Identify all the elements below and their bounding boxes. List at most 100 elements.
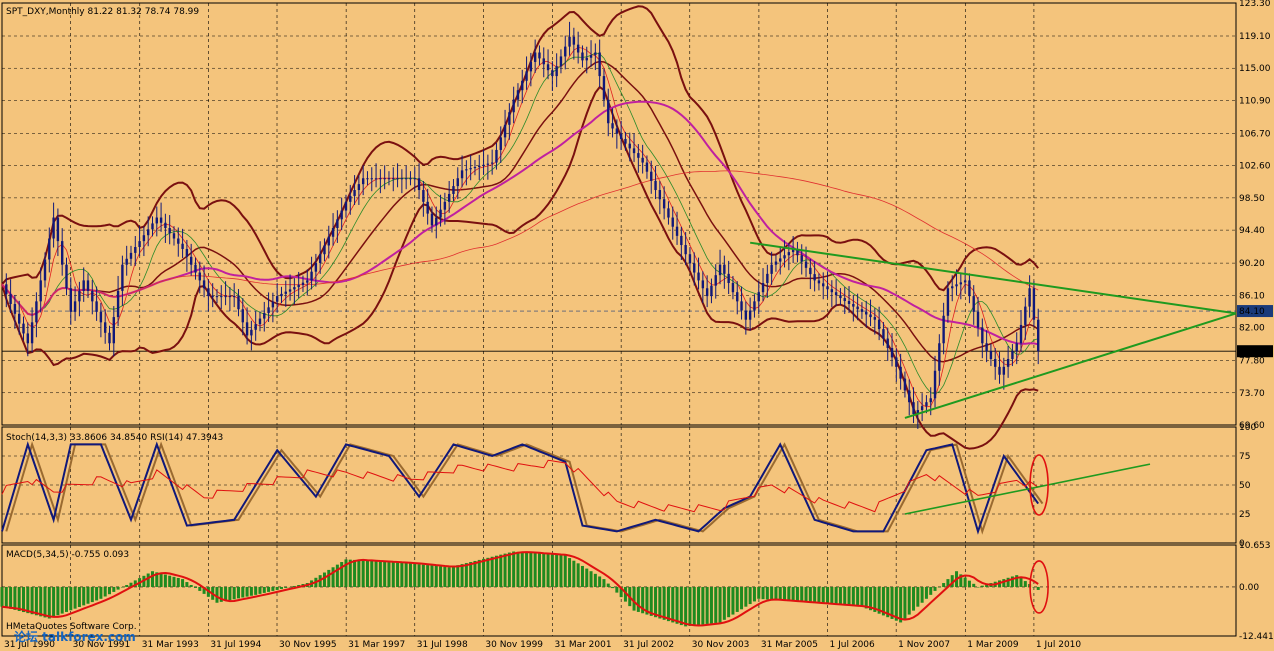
candle-body <box>224 296 227 298</box>
macd-histogram-bar <box>602 579 606 587</box>
macd-histogram-bar <box>60 586 64 614</box>
macd-histogram-bar <box>172 576 176 587</box>
macd-histogram-bar <box>447 567 451 587</box>
macd-histogram-bar <box>361 560 365 587</box>
candle-body <box>959 282 963 285</box>
y-tick-label: 82.00 <box>1239 324 1265 334</box>
y-tick-label: 73.70 <box>1239 389 1265 399</box>
macd-histogram-bar <box>21 586 25 613</box>
current-price-box <box>1237 345 1273 358</box>
candle-body <box>718 264 722 276</box>
y-tick-label: 119.10 <box>1239 32 1271 42</box>
macd-histogram-bar <box>985 584 989 587</box>
candle-body <box>985 343 988 352</box>
candle-body <box>615 128 619 134</box>
x-tick-label: 31 Mar 2005 <box>761 640 818 650</box>
x-tick-label: 31 Mar 1993 <box>142 640 199 650</box>
candle-body <box>327 236 330 246</box>
candle-body <box>499 137 502 150</box>
macd-histogram-bar <box>0 586 4 607</box>
candle-body <box>151 223 154 230</box>
macd-histogram-bar <box>262 586 266 593</box>
macd-histogram-bar <box>150 571 154 587</box>
macd-histogram-bar <box>589 571 593 587</box>
candle-body <box>417 178 421 191</box>
macd-histogram-bar <box>804 586 808 603</box>
macd-histogram-bar <box>950 575 954 587</box>
macd-histogram-bar <box>701 586 705 625</box>
macd-histogram-bar <box>533 553 537 587</box>
candle-body <box>5 284 8 295</box>
candle-body <box>349 195 352 202</box>
candle-body <box>736 292 739 302</box>
macd-histogram-bar <box>396 562 400 587</box>
macd-histogram-bar <box>537 553 541 587</box>
macd-histogram-bar <box>279 586 283 589</box>
candle-body <box>546 64 550 71</box>
candle-body <box>422 190 425 202</box>
macd-histogram-bar <box>245 586 249 597</box>
candle-body <box>336 219 339 229</box>
candle-body <box>344 201 348 211</box>
macd-histogram-bar <box>679 586 683 626</box>
candle-body <box>353 190 356 196</box>
macd-histogram-bar <box>697 586 701 625</box>
macd-histogram-bar <box>64 586 68 612</box>
candle-body <box>641 157 644 163</box>
candle-body <box>693 263 696 273</box>
candle-body <box>998 366 1001 375</box>
candle-body <box>30 322 34 344</box>
candle-body <box>78 290 81 302</box>
macd-histogram-bar <box>976 586 980 588</box>
candle-body <box>323 245 326 255</box>
candle-body <box>976 311 980 328</box>
macd-histogram-bar <box>611 586 615 589</box>
candle-body <box>189 256 193 265</box>
macd-histogram-bar <box>404 563 408 587</box>
candle-body <box>671 217 674 227</box>
macd-histogram-bar <box>482 558 486 587</box>
highlight-level-box <box>1237 305 1273 318</box>
macd-histogram-bar <box>572 560 576 587</box>
candle-body <box>611 123 614 129</box>
candle-body <box>572 36 576 45</box>
candle-body <box>374 178 378 180</box>
candle-body <box>331 228 335 237</box>
macd-histogram-bar <box>284 586 288 588</box>
y-tick-label: 94.40 <box>1239 226 1265 236</box>
candle-body <box>955 284 958 287</box>
macd-histogram-bar <box>615 586 619 593</box>
candle-body <box>873 317 877 320</box>
macd-histogram-bar <box>107 586 111 595</box>
macd-histogram-bar <box>649 586 653 616</box>
x-tick-label: 31 Mar 2001 <box>555 640 612 650</box>
macd-histogram-bar <box>189 585 193 587</box>
macd-histogram-bar <box>937 586 941 588</box>
macd-histogram-bar <box>125 585 129 587</box>
macd-histogram-bar <box>688 586 692 626</box>
candle-body <box>220 296 223 298</box>
macd-histogram-bar <box>722 586 726 620</box>
candle-body <box>632 148 636 154</box>
candle-body <box>91 290 94 302</box>
macd-histogram-bar <box>671 586 675 623</box>
macd-histogram-bar <box>1032 586 1036 588</box>
candle-body <box>60 241 64 265</box>
candle-body <box>727 273 730 284</box>
candle-body <box>783 255 786 259</box>
macd-histogram-bar <box>146 573 150 587</box>
macd-histogram-bar <box>99 586 103 599</box>
candle-body <box>198 272 201 281</box>
macd-histogram-bar <box>542 553 546 587</box>
candle-body <box>318 254 322 263</box>
candle-body <box>779 258 782 262</box>
x-tick-label: 30 Nov 2003 <box>692 640 750 650</box>
macd-histogram-bar <box>370 560 374 587</box>
candle-body <box>912 402 915 414</box>
macd-histogram-bar <box>69 586 73 611</box>
candle-body <box>680 235 683 246</box>
candle-body <box>99 311 103 323</box>
macd-histogram-bar <box>912 586 916 611</box>
candle-body <box>267 307 270 313</box>
